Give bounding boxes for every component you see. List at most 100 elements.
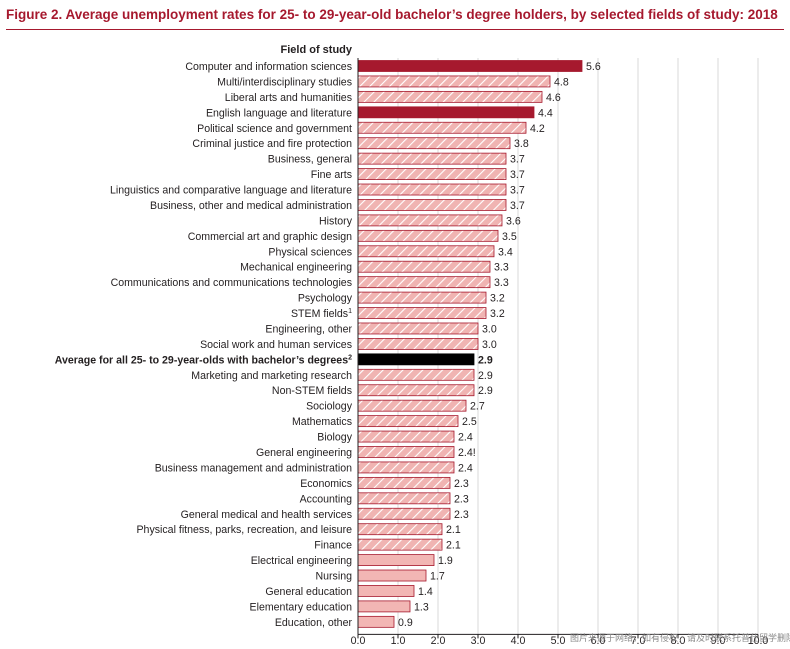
value-label: 1.3 [414,601,429,613]
bar [357,199,507,211]
value-label: 3.7 [510,154,525,166]
category-label: Computer and information sciences [185,61,352,73]
figure-title: Figure 2. Average unemployment rates for… [6,7,778,22]
bar [357,615,395,628]
category-label: General education [265,586,352,598]
category-label: STEM fields1 [291,308,352,320]
category-label: General engineering [256,447,352,459]
bar [357,276,491,289]
value-label: 4.6 [546,92,561,104]
x-tick-label: 3.0 [471,635,486,647]
x-tick-label: 0.0 [351,635,366,647]
value-label: 2.9 [478,385,493,397]
value-label: 3.8 [514,138,529,150]
value-label: 2.7 [470,401,485,413]
bar [357,168,507,180]
title-rule [6,29,784,30]
x-tick-label: 1.0 [391,635,406,647]
category-label: Fine arts [311,169,352,181]
category-label: Psychology [298,293,353,305]
value-label: 0.9 [398,617,413,629]
bar [357,121,527,134]
watermark-text: 图片来源于网络，如有侵权，请及时联系托普仕留学删除 [570,633,790,643]
category-label: Physical sciences [268,246,352,258]
category-label: Nursing [315,571,352,583]
bar [357,307,487,319]
bar [357,492,451,505]
value-label: 3.3 [494,262,509,274]
value-label: 4.4 [538,107,553,119]
bar [357,353,475,366]
category-label: Biology [317,432,352,444]
bar [357,291,487,304]
value-label: 2.4 [458,432,473,444]
value-label: 3.7 [510,200,525,212]
footnote-marker: 1 [348,308,352,315]
bar [357,569,427,582]
category-label: Liberal arts and humanities [225,92,352,104]
bar [357,137,511,150]
category-label: Economics [300,478,352,490]
value-label: 2.9 [478,354,493,366]
value-label: 2.4! [458,447,476,459]
category-label: Business management and administration [155,462,352,474]
value-label: 3.2 [490,308,505,320]
value-label: 4.8 [554,76,569,88]
value-label: 3.2 [490,293,505,305]
category-label: Mechanical engineering [240,262,352,274]
category-label: Mathematics [292,416,352,428]
bar [357,90,543,103]
value-label: 4.2 [530,123,545,135]
value-label: 3.4 [498,246,513,258]
x-tick-label: 2.0 [431,635,446,647]
x-tick-label: 9.0 [711,635,726,647]
bar [357,446,455,458]
category-label: Political science and government [197,123,352,135]
value-label: 2.3 [454,509,469,521]
bar [357,214,503,227]
bar [357,183,507,196]
value-label: 3.5 [502,231,517,243]
bar [357,461,455,474]
category-label: Finance [314,540,352,552]
category-label: Sociology [306,401,353,413]
bar [357,338,479,350]
x-tick-label: 7.0 [631,635,646,647]
category-label: Communications and communications techno… [111,277,352,289]
category-label: Accounting [300,493,353,505]
value-label: 5.6 [586,61,601,73]
category-label: Non-STEM fields [272,385,352,397]
category-label: Business, general [268,154,352,166]
bar [357,523,443,536]
value-label: 3.0 [482,323,497,335]
value-label: 2.1 [446,540,461,552]
category-label: Average for all 25- to 29-year-olds with… [55,354,352,366]
value-label: 3.6 [506,215,521,227]
footnote-marker: 2 [348,354,352,361]
value-label: 3.7 [510,185,525,197]
bar [357,430,455,443]
bar [357,384,475,397]
bar [357,415,459,428]
bar [357,585,415,597]
value-label: 2.9 [478,370,493,382]
value-label: 2.3 [454,478,469,490]
category-label: Social work and human services [200,339,352,351]
bar [357,60,583,72]
category-label: Education, other [275,617,353,629]
value-label: 2.1 [446,524,461,536]
bar [357,476,451,489]
bar [357,507,451,520]
bar [357,106,535,119]
category-label: Physical fitness, parks, recreation, and… [136,524,352,536]
bar [357,399,467,412]
category-label: English language and literature [206,107,352,119]
category-label: General medical and health services [181,509,352,521]
bar [357,260,491,273]
category-label: Business, other and medical administrati… [150,200,352,212]
bar [357,245,495,258]
bar [357,538,443,551]
value-label: 3.7 [510,169,525,181]
category-label: Commercial art and graphic design [188,231,352,243]
